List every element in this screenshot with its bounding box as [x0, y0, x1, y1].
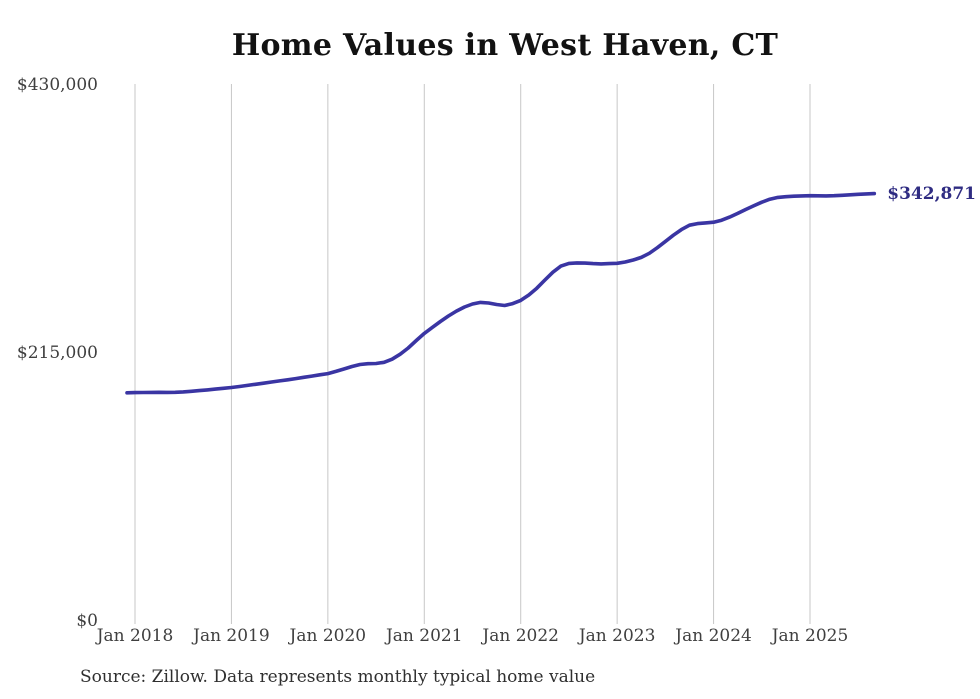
source-note: Source: Zillow. Data represents monthly … [80, 667, 596, 687]
y-axis-tick-label: $215,000 [16, 343, 98, 363]
x-axis-tick-label: Jan 2018 [96, 626, 174, 646]
y-axis-tick-label: $0 [76, 611, 98, 631]
latest-value-label: $342,871 [887, 183, 976, 204]
gridlines [134, 84, 811, 624]
x-axis-tick-label: Jan 2020 [289, 626, 367, 646]
x-axis-tick-label: Jan 2022 [482, 626, 559, 646]
home-value-line [125, 191, 877, 395]
x-axis-tick-label: Jan 2021 [385, 626, 463, 646]
x-axis-tick-label: Jan 2023 [578, 626, 656, 646]
y-axis-tick-label: $430,000 [16, 75, 98, 95]
x-axis-tick-label: Jan 2019 [193, 626, 270, 646]
chart-title: Home Values in West Haven, CT [231, 28, 779, 63]
x-axis-tick-label: Jan 2024 [675, 626, 752, 646]
x-axis-tick-label: Jan 2025 [771, 626, 849, 646]
